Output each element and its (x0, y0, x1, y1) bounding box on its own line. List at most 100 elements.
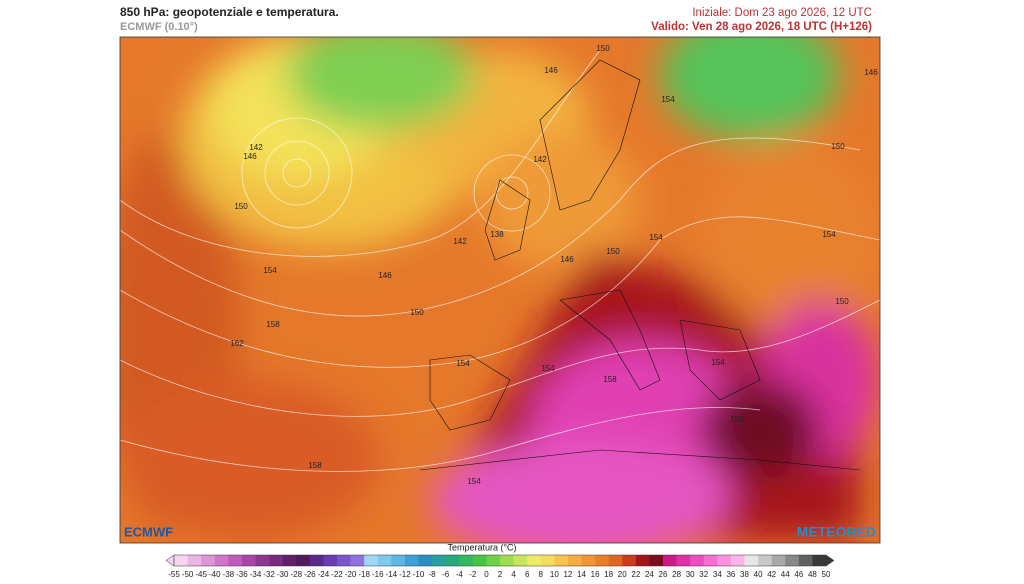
colorbar-swatch (540, 555, 555, 566)
colorbar-tick-label: 16 (591, 570, 600, 579)
colorbar-tick-label: -20 (345, 570, 357, 579)
contour-label: 142 (453, 237, 467, 246)
colorbar-swatch (581, 555, 596, 566)
colorbar-tick-label: -55 (168, 570, 180, 579)
colorbar-tick-label: -26 (304, 570, 316, 579)
colorbar-swatch (282, 555, 297, 566)
valid-time: Valido: Ven 28 ago 2026, 18 UTC (H+126) (651, 21, 872, 33)
contour-label: 154 (541, 364, 555, 373)
colorbar: -55 -50 -45 -40 -38 -36 -34 -32 -30 -28 -26 -24 -22-… (165, 554, 835, 579)
contour-label: 150 (410, 308, 424, 317)
colorbar-swatch (214, 555, 229, 566)
colorbar-tick-label: 48 (808, 570, 817, 579)
colorbar-swatch (459, 555, 474, 566)
contour-label: 150 (730, 415, 744, 424)
colorbar-swatch (432, 555, 446, 566)
colorbar-swatch (391, 555, 406, 566)
contour-label: 146 (560, 255, 574, 264)
colorbar-swatch (798, 555, 813, 566)
colorbar-swatch (174, 555, 188, 566)
colorbar-tick-label: 12 (563, 570, 572, 579)
contour-label: 154 (467, 477, 481, 486)
colorbar-swatch (567, 555, 582, 566)
contour-label: 154 (649, 233, 663, 242)
colorbar-swatch (364, 555, 379, 566)
colorbar-tick-label: 10 (550, 570, 559, 579)
colorbar-tick-label: 50 (822, 570, 831, 579)
colorbar-tick-label: 4 (511, 570, 516, 579)
colorbar-swatch (812, 555, 827, 566)
contour-label: 150 (596, 44, 610, 53)
colorbar-swatch (404, 555, 419, 566)
colorbar-tick-label: 20 (618, 570, 627, 579)
colorbar-tick-label: -18 (358, 570, 370, 579)
colorbar-tick-label: -34 (250, 570, 262, 579)
colorbar-swatch (228, 555, 243, 566)
contours (120, 49, 880, 472)
colorbar-tick-label: -22 (331, 570, 343, 579)
initial-time: Iniziale: Dom 23 ago 2026, 12 UTC (692, 7, 872, 19)
colorbar-tick-label: 28 (672, 570, 681, 579)
colorbar-tick-label: -38 (223, 570, 235, 579)
contour-label: 138 (490, 230, 504, 239)
contour-label: 142 (249, 143, 263, 152)
colorbar-tick-label: 44 (781, 570, 790, 579)
colorbar-tick-label: -2 (469, 570, 477, 579)
contour-label: 158 (603, 375, 617, 384)
colorbar-frame (173, 554, 827, 567)
colorbar-tick-label: 6 (525, 570, 530, 579)
colorbar-swatch (350, 555, 365, 566)
colorbar-swatch (269, 555, 283, 566)
colorbar-swatch (486, 555, 501, 566)
contour-label: 150 (831, 142, 845, 151)
colorbar-swatch (445, 555, 460, 566)
colorbar-tick-label: 14 (577, 570, 586, 579)
colorbar-tick-label: 38 (740, 570, 749, 579)
contour-label: 150 (835, 297, 849, 306)
colorbar-tick-label: 0 (484, 570, 489, 579)
colorbar-swatch (771, 555, 786, 566)
colorbar-swatch (201, 555, 216, 566)
colorbar-tick-label: -30 (277, 570, 289, 579)
colorbar-tick-label: -8 (429, 570, 437, 579)
colorbar-swatch (649, 555, 664, 566)
contour-label: 154 (661, 95, 675, 104)
colorbar-tick-label: -50 (182, 570, 194, 579)
temperature-field (120, 37, 880, 543)
colorbar-tick-label: 2 (498, 570, 503, 579)
colorbar-tick-label: -40 (209, 570, 221, 579)
colorbar-swatch (241, 555, 256, 566)
colorbar-swatch (337, 555, 351, 566)
colorbar-swatch (323, 555, 338, 566)
colorbar-tick-label: -14 (386, 570, 398, 579)
colorbar-tick-label: -4 (456, 570, 464, 579)
colorbar-tick-label: 30 (686, 570, 695, 579)
colorbar-tick-label: 36 (726, 570, 735, 579)
colorbar-tick-label: -36 (236, 570, 248, 579)
contour-label: 150 (234, 202, 248, 211)
colorbar-arrow-left (165, 554, 175, 567)
contour-label: 142 (533, 155, 547, 164)
contour-label: 162 (230, 339, 244, 348)
colorbar-swatch (608, 555, 623, 566)
title: 850 hPa: geopotenziale e temperatura. (120, 5, 339, 19)
colorbar-tick-label: -28 (290, 570, 302, 579)
colorbar-swatch (785, 555, 800, 566)
colorbar-tick-label: 18 (604, 570, 613, 579)
colorbar-swatch (663, 555, 677, 566)
contour-label: 154 (456, 359, 470, 368)
colorbar-tick-label: 34 (713, 570, 722, 579)
contour-label: 146 (544, 66, 558, 75)
contour-label: 158 (266, 320, 280, 329)
colorbar-swatch (554, 555, 569, 566)
contour-label: 154 (711, 358, 725, 367)
colorbar-swatch (309, 555, 324, 566)
colorbar-swatch (255, 555, 270, 566)
coastlines (419, 59, 861, 471)
colorbar-swatch (703, 555, 718, 566)
colorbar-tick-label: -32 (263, 570, 275, 579)
colorbar-swatch (418, 555, 433, 566)
colorbar-swatch (622, 555, 637, 566)
